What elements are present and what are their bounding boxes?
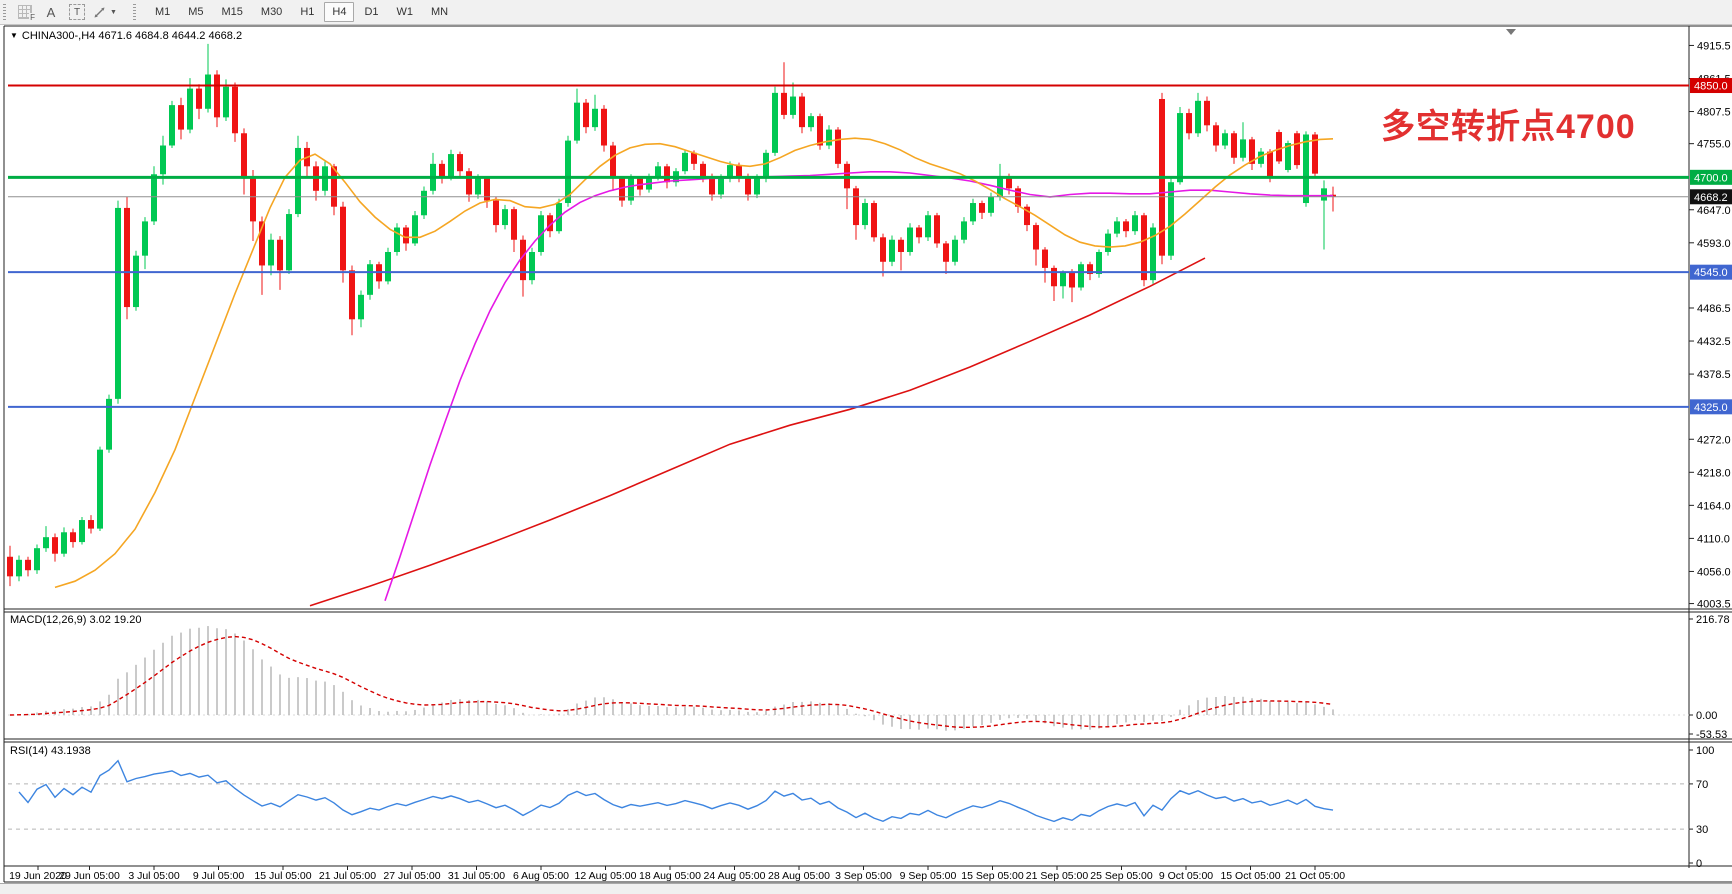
timeframe-button-H4[interactable]: H4 <box>324 2 355 22</box>
drawing-tools-button[interactable]: ▼ <box>92 2 117 22</box>
chevron-down-icon: ▼ <box>110 8 117 16</box>
price-axis-tick: 4164.0 <box>1697 500 1731 512</box>
price-axis-tick: 4647.0 <box>1697 205 1731 217</box>
symbol-ohlc-text: CHINA300-,H4 4671.6 4684.8 4644.2 4668.2 <box>21 30 243 42</box>
price-axis-tick: 4486.5 <box>1697 303 1731 315</box>
price-badge-4700.0: 4700.0 <box>1694 172 1728 184</box>
time-axis-label: 9 Oct 05:00 <box>1159 870 1213 882</box>
timeframe-button-D1[interactable]: D1 <box>364 6 379 18</box>
price-axis-tick: 4755.0 <box>1697 139 1731 151</box>
time-axis-label: 27 Jul 05:00 <box>383 870 440 882</box>
chart-annotation-text: 多空转折点4700 <box>1381 108 1636 146</box>
time-axis-label: 15 Oct 05:00 <box>1220 870 1280 882</box>
macd-label: MACD(12,26,9) 3.02 19.20 <box>10 614 142 626</box>
time-axis-label: 3 Sep 05:00 <box>835 870 892 882</box>
time-axis-label: 28 Aug 05:00 <box>768 870 830 882</box>
macd-axis-tick: 0.00 <box>1696 710 1717 722</box>
time-axis-label: 15 Jul 05:00 <box>254 870 311 882</box>
toolbar-drag-handle[interactable] <box>132 4 136 20</box>
timeframe-button-H1[interactable]: H1 <box>300 6 315 18</box>
toolbar: F A T ▼ M1 M5 M15 M30 H1 H4 D1 W1 MN <box>0 0 1732 25</box>
timeframe-button-M1[interactable]: M1 <box>154 6 171 18</box>
time-axis-label: 9 Sep 05:00 <box>900 870 957 882</box>
time-axis-label: 21 Jul 05:00 <box>319 870 376 882</box>
ma-mid-magenta-line <box>384 171 1333 602</box>
symbols-grid-icon: F <box>18 5 35 22</box>
time-axis-label: 31 Jul 05:00 <box>448 870 505 882</box>
timeframe-button-M15[interactable]: M15 <box>221 6 243 18</box>
price-axis-tick: 4218.0 <box>1697 467 1731 479</box>
time-axis-label: 3 Jul 05:00 <box>128 870 180 882</box>
price-badge-4668.2: 4668.2 <box>1694 192 1728 204</box>
rsi-axis-tick: 0 <box>1696 858 1702 870</box>
price-axis: 4915.54861.54807.54755.04647.04593.04486… <box>1689 40 1732 611</box>
price-badge-4325.0: 4325.0 <box>1694 402 1728 414</box>
time-axis-label: 6 Aug 05:00 <box>513 870 569 882</box>
price-axis-tick: 4056.0 <box>1697 566 1731 578</box>
window-borders <box>3 25 1732 883</box>
macd-axis-tick: -53.53 <box>1696 729 1727 741</box>
price-axis-tick: 4110.0 <box>1697 533 1730 545</box>
rsi-label: RSI(14) 43.1938 <box>10 745 91 757</box>
time-axis-label: 9 Jul 05:00 <box>193 870 245 882</box>
time-axis-label: 25 Sep 05:00 <box>1090 870 1153 882</box>
price-axis-tick: 4807.5 <box>1697 107 1731 119</box>
timeframe-button-M30[interactable]: M30 <box>260 6 283 18</box>
font-a-icon: A <box>46 4 56 20</box>
text-box-icon: T <box>69 4 85 20</box>
time-axis-label: 15 Sep 05:00 <box>961 870 1024 882</box>
symbol-dropdown-icon: ▼ <box>10 31 18 40</box>
text-label-button[interactable]: T <box>66 2 88 22</box>
price-axis-tick: 4003.5 <box>1697 599 1731 611</box>
price-axis-tick: 4915.5 <box>1697 40 1731 52</box>
time-axis-label: 18 Aug 05:00 <box>639 870 701 882</box>
horizontal-level-lines <box>8 84 1689 408</box>
macd-axis: 216.78 0.00 -53.53 <box>1689 614 1730 741</box>
time-axis-label: 21 Oct 05:00 <box>1285 870 1345 882</box>
chart-shift-marker-icon[interactable] <box>1506 29 1516 35</box>
rsi-axis-tick: 30 <box>1696 824 1708 836</box>
rsi-axis-tick: 70 <box>1696 779 1708 791</box>
timeframe-button-MN[interactable]: MN <box>431 6 449 18</box>
timeframe-button-M5[interactable]: M5 <box>188 6 204 18</box>
price-axis-tick: 4432.5 <box>1697 336 1731 348</box>
time-axis-label: 24 Aug 05:00 <box>704 870 766 882</box>
macd-axis-tick: 216.78 <box>1696 614 1730 626</box>
rsi-levels <box>8 783 1689 830</box>
rsi-line <box>18 759 1334 823</box>
price-axis-tick: 4378.5 <box>1697 369 1731 381</box>
time-axis-label: 12 Aug 05:00 <box>575 870 637 882</box>
ma-fast-orange-line <box>54 137 1334 589</box>
time-axis-label: 29 Jun 05:00 <box>59 870 120 882</box>
toolbar-drag-handle[interactable] <box>3 4 6 20</box>
time-axis-label: 21 Sep 05:00 <box>1026 870 1089 882</box>
symbol-info[interactable]: ▼ CHINA300-,H4 4671.6 4684.8 4644.2 4668.… <box>10 30 242 42</box>
timeframe-button-W1[interactable]: W1 <box>396 6 414 18</box>
macd-signal-line <box>9 635 1334 729</box>
rsi-axis: 100 70 30 0 <box>1689 745 1714 870</box>
price-axis-tick: 4272.0 <box>1697 434 1731 446</box>
symbols-grid-button[interactable]: F <box>14 2 36 22</box>
font-button[interactable]: A <box>40 2 62 22</box>
price-badge-4850.0: 4850.0 <box>1694 81 1728 93</box>
price-badge-4545.0: 4545.0 <box>1694 267 1728 279</box>
ma-slow-red-line <box>309 257 1206 607</box>
price-axis-tick: 4593.0 <box>1697 238 1731 250</box>
candlestick-series <box>7 43 1336 587</box>
time-axis-label: 19 Jun 2020 <box>9 870 67 882</box>
rsi-axis-tick: 100 <box>1696 745 1714 757</box>
diagonal-arrows-icon <box>94 7 105 17</box>
timeframe-button-group: M1 M5 M15 M30 H1 H4 D1 W1 MN <box>146 2 457 22</box>
status-bar <box>0 883 1732 894</box>
